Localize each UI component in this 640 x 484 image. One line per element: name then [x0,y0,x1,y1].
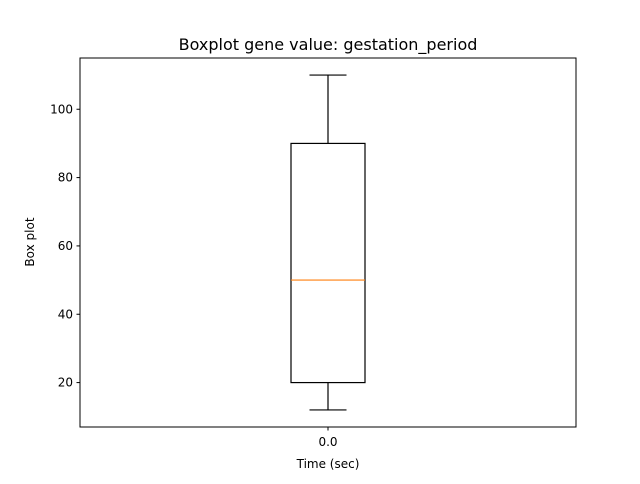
x-axis: 0.0 [318,427,338,449]
boxes [290,74,366,411]
box-group [290,74,366,411]
y-tick-label: 20 [58,376,73,390]
x-axis-label: Time (sec) [296,457,360,471]
x-tick-label: 0.0 [318,435,337,449]
chart-title: Boxplot gene value: gestation_period [179,35,478,55]
y-tick-label: 40 [58,307,73,321]
box [290,142,366,384]
y-axis: 20 40 60 80 100 [50,102,80,390]
y-tick-label: 60 [58,239,73,253]
y-tick-label: 80 [58,171,73,185]
y-axis-label: Box plot [23,217,37,266]
y-tick-label: 100 [50,102,73,116]
